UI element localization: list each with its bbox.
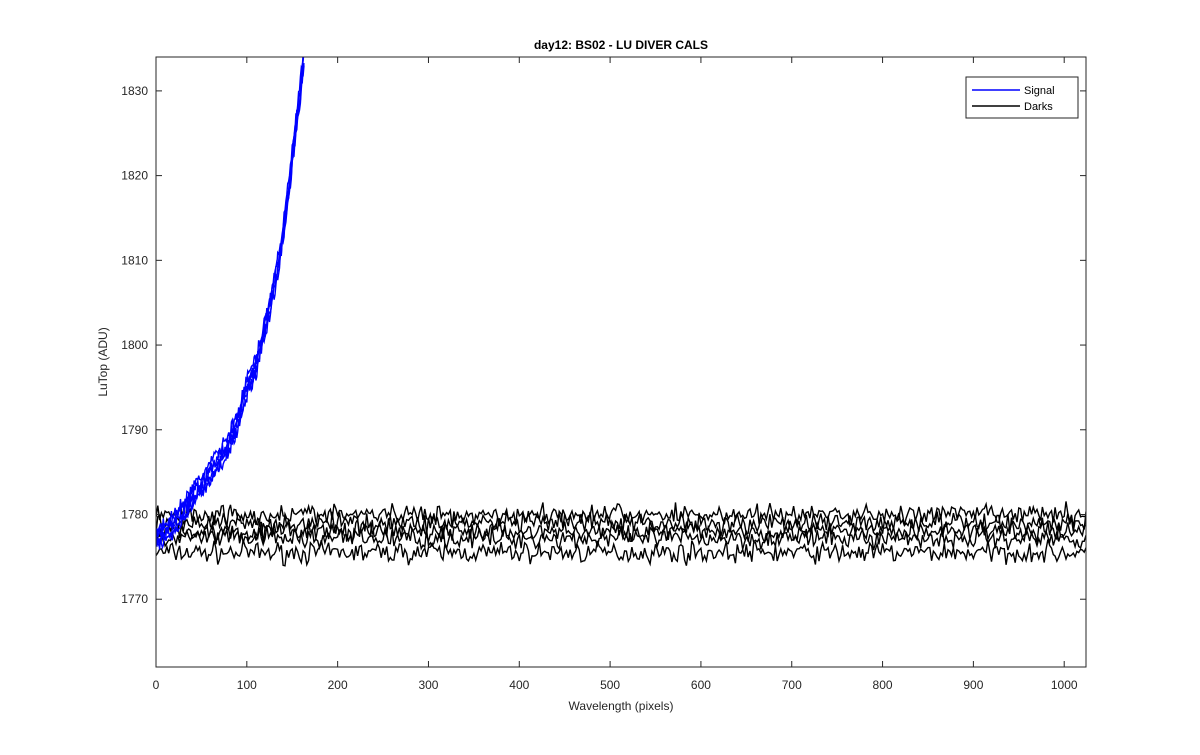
x-tick-label: 400 <box>509 678 529 692</box>
plot-area <box>156 57 1086 568</box>
x-tick-label: 700 <box>782 678 802 692</box>
legend-entry-darks: Darks <box>1024 101 1053 113</box>
legend-entry-signal: Signal <box>1024 85 1055 97</box>
x-tick-label: 800 <box>873 678 893 692</box>
axes-box <box>155 56 1087 668</box>
x-tick-label: 0 <box>153 678 160 692</box>
x-tick-label: 200 <box>328 678 348 692</box>
x-tick-label: 500 <box>600 678 620 692</box>
legend[interactable]: Signal Darks <box>965 76 1079 119</box>
y-tick-label: 1830 <box>121 84 148 98</box>
x-tick-label: 300 <box>418 678 438 692</box>
x-tick-label: 100 <box>237 678 257 692</box>
darks-line-3 <box>156 517 1086 545</box>
chart-title: day12: BS02 - LU DIVER CALS <box>534 38 708 52</box>
darks-line-4 <box>156 509 1086 538</box>
y-tick-label: 1810 <box>121 253 148 267</box>
x-tick-label: 1000 <box>1051 678 1078 692</box>
y-axis-label: LuTop (ADU) <box>96 327 110 396</box>
darks-line-5 <box>156 501 1086 529</box>
y-tick-label: 1790 <box>121 423 148 437</box>
darks-line-1 <box>156 539 1086 568</box>
legend-box <box>965 76 1079 119</box>
x-tick-label: 600 <box>691 678 711 692</box>
axes: 0 100 200 300 400 500 600 700 800 900 1000 1770 1780… <box>121 56 1087 692</box>
signal-line-5 <box>156 57 304 538</box>
y-tick-label: 1820 <box>121 169 148 183</box>
x-tick-label: 900 <box>963 678 983 692</box>
x-axis-label: Wavelength (pixels) <box>569 699 674 713</box>
signal-line-1 <box>156 65 305 550</box>
y-tick-label: 1780 <box>121 508 148 522</box>
y-tick-label: 1770 <box>121 592 148 606</box>
y-tick-label: 1800 <box>121 338 148 352</box>
